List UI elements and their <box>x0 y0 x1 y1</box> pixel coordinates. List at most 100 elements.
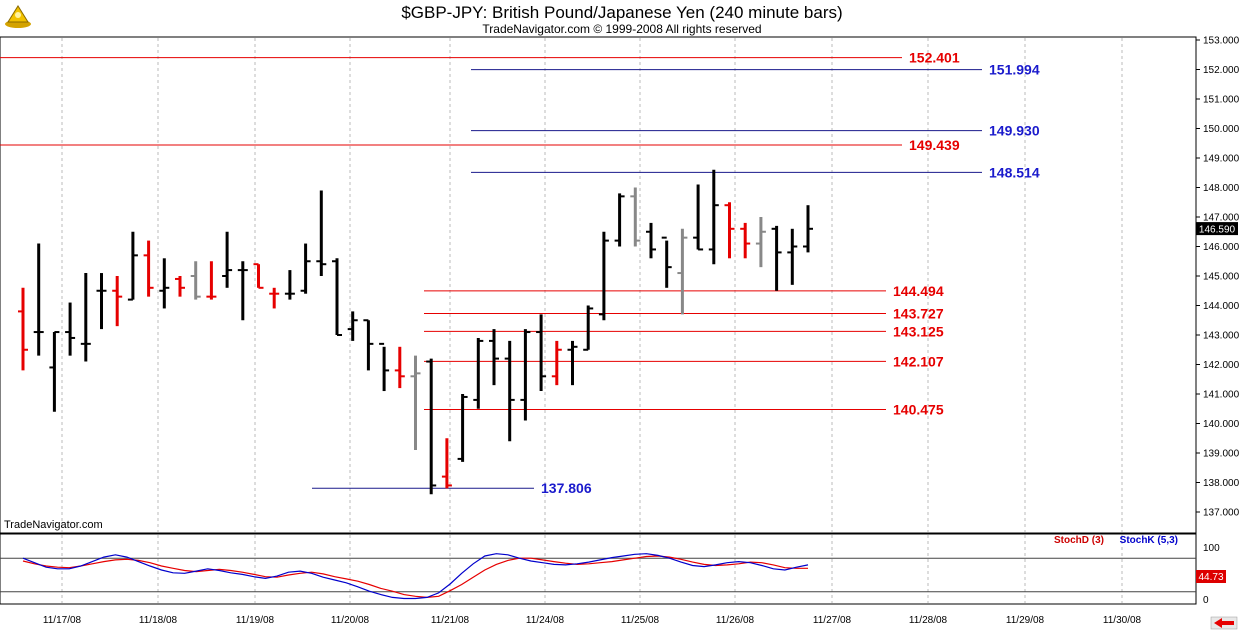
y-tick-label: 151.000 <box>1203 95 1240 106</box>
ohlc-bar <box>441 438 452 489</box>
y-tick-label: 152.000 <box>1203 65 1240 76</box>
oscillator-gridlines <box>0 557 1196 593</box>
ohlc-bar <box>708 169 719 265</box>
ohlc-bar <box>755 217 766 268</box>
ohlc-bar <box>457 394 468 462</box>
osc-tick-100: 100 <box>1203 543 1220 554</box>
ohlc-bar <box>630 187 641 247</box>
ohlc-bar <box>489 329 499 386</box>
legend-stochk: StochK (5,3) <box>1120 535 1178 546</box>
ohlc-bar <box>143 240 154 297</box>
ohlc-bar <box>520 329 531 421</box>
ohlc-bar <box>65 302 76 356</box>
ohlc-bar <box>677 228 688 315</box>
ohlc-bar <box>49 331 60 412</box>
ohlc-bar <box>803 205 813 253</box>
x-tick-label: 11/30/08 <box>1103 615 1142 626</box>
stochastic-oscillator <box>22 553 809 600</box>
osc-tick-0: 0 <box>1203 595 1209 606</box>
level-label-red: 149.439 <box>909 137 960 153</box>
ohlc-bar <box>394 346 405 389</box>
y-tick-label: 141.000 <box>1203 390 1240 401</box>
y-tick-label: 150.000 <box>1203 124 1240 135</box>
scroll-left-arrow-icon[interactable] <box>1210 616 1238 630</box>
ohlc-bar <box>96 273 107 330</box>
last-price-label: 146.590 <box>1199 225 1236 236</box>
ohlc-bar <box>190 261 201 300</box>
level-label-blue: 137.806 <box>541 480 592 496</box>
logo-icon <box>5 5 31 28</box>
chart-subtitle: TradeNavigator.com © 1999-2008 All right… <box>482 22 761 36</box>
y-tick-label: 142.000 <box>1203 360 1240 371</box>
y-tick-label: 148.000 <box>1203 183 1240 194</box>
x-tick-label: 11/24/08 <box>526 615 565 626</box>
y-tick-label: 153.000 <box>1203 36 1240 47</box>
chart-title: $GBP-JPY: British Pound/Japanese Yen (24… <box>401 3 842 22</box>
watermark: TradeNavigator.com <box>4 519 103 531</box>
ohlc-bar <box>661 236 672 288</box>
ohlc-bar <box>740 222 751 259</box>
y-tick-label: 140.000 <box>1203 419 1240 430</box>
level-label-red: 142.107 <box>893 353 944 369</box>
osc-value-badge <box>1196 570 1226 583</box>
y-tick-label: 144.000 <box>1203 301 1240 312</box>
x-tick-label: 11/26/08 <box>716 615 755 626</box>
ohlc-bar <box>159 258 170 309</box>
level-label-red: 152.401 <box>909 50 960 66</box>
y-tick-label: 147.000 <box>1203 213 1240 224</box>
ohlc-bar <box>253 263 264 289</box>
ohlc-bar <box>175 276 185 297</box>
ohlc-bar <box>33 243 44 356</box>
x-tick-label: 11/17/08 <box>43 615 82 626</box>
ohlc-bar <box>332 258 342 336</box>
ohlc-bar <box>646 222 656 259</box>
ohlc-bar <box>724 202 735 259</box>
x-tick-label: 11/18/08 <box>139 615 178 626</box>
y-tick-label: 149.000 <box>1203 154 1240 165</box>
y-tick-label: 137.000 <box>1203 508 1240 519</box>
ohlc-bar <box>363 319 374 371</box>
y-tick-label: 146.000 <box>1203 242 1240 253</box>
ohlc-bar <box>473 337 484 409</box>
ohlc-bar <box>237 261 248 321</box>
price-panel <box>0 36 1197 534</box>
ohlc-bar <box>614 193 625 247</box>
legend-stochd: StochD (3) <box>1054 535 1104 546</box>
ohlc-bar <box>284 270 295 300</box>
x-tick-label: 11/19/08 <box>236 615 275 626</box>
y-tick-label: 139.000 <box>1203 449 1240 460</box>
level-label-blue: 149.930 <box>989 123 1040 139</box>
level-label-red: 144.494 <box>893 283 944 299</box>
ohlc-bar <box>316 190 327 276</box>
ohlc-bar <box>567 340 578 386</box>
level-label-red: 143.727 <box>893 306 944 322</box>
stochk-line <box>22 553 809 600</box>
ohlc-bar <box>80 273 91 362</box>
ohlc-bar <box>771 225 782 291</box>
ohlc-bar <box>300 243 311 294</box>
x-tick-label: 11/27/08 <box>813 615 852 626</box>
stochd-line <box>22 555 808 599</box>
x-axis: 11/17/08 11/18/08 11/19/08 11/20/08 11/21/08… <box>43 615 1142 626</box>
y-tick-label: 138.000 <box>1203 478 1240 489</box>
price-bars <box>18 169 813 495</box>
ohlc-bar <box>18 287 28 371</box>
ohlc-bar <box>536 314 547 392</box>
y-tick-label: 145.000 <box>1203 272 1240 283</box>
ohlc-bar <box>583 305 594 351</box>
last-price-badge <box>1196 222 1238 236</box>
ohlc-bar <box>269 287 280 309</box>
y-axis: 153.000 152.000 151.000 150.000 149.000 148.0… <box>1196 36 1240 519</box>
level-label-red: 140.475 <box>893 401 944 417</box>
ohlc-bar <box>206 261 217 300</box>
x-tick-label: 11/20/08 <box>331 615 370 626</box>
x-tick-label: 11/28/08 <box>909 615 948 626</box>
ohlc-bar <box>787 228 798 285</box>
x-tick-label: 11/25/08 <box>621 615 660 626</box>
level-label-red: 143.125 <box>893 323 944 339</box>
y-tick-label: 143.000 <box>1203 331 1240 342</box>
ohlc-bar <box>347 311 358 341</box>
x-tick-label: 11/29/08 <box>1006 615 1045 626</box>
